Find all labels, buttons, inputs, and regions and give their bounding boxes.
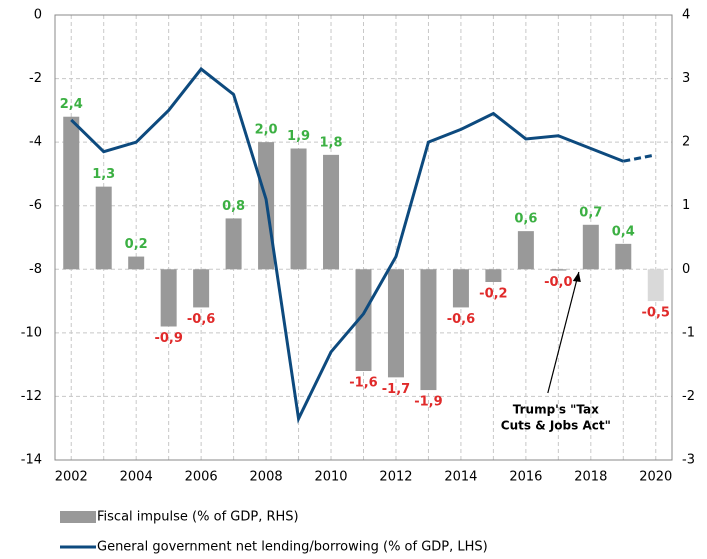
y2-tick-label: 1: [682, 198, 690, 213]
bar: [615, 243, 632, 270]
x-tick-label: 2020: [639, 470, 672, 485]
data-label: -0,0: [544, 275, 572, 290]
x-tick-label: 2004: [120, 470, 153, 485]
bar: [582, 224, 599, 270]
bar: [290, 148, 307, 270]
y2-tick-label: 2: [682, 135, 690, 150]
annotation: Trump's "Tax: [513, 403, 599, 417]
annotation: Cuts & Jobs Act": [501, 419, 611, 433]
legend-label: Fiscal impulse (% of GDP, RHS): [97, 510, 299, 525]
y2-tick-label: 3: [682, 71, 690, 86]
y2-tick-label: -2: [682, 389, 695, 404]
arrow-head: [572, 272, 581, 282]
y-tick-label: -10: [21, 325, 42, 340]
y-tick-label: -8: [29, 262, 42, 277]
bar: [420, 269, 437, 391]
bar: [452, 269, 469, 308]
data-label: 1,8: [320, 135, 343, 150]
x-tick-label: 2016: [509, 470, 542, 485]
bar: [517, 231, 534, 270]
data-label: -1,7: [382, 382, 410, 397]
bar: [95, 186, 112, 270]
y-tick-label: -4: [29, 135, 42, 150]
x-tick-label: 2002: [55, 470, 88, 485]
bar: [355, 269, 372, 371]
data-label: 0,8: [222, 199, 245, 214]
y-tick-label: 0: [34, 8, 42, 23]
x-tick-label: 2018: [574, 470, 607, 485]
bar: [160, 269, 177, 327]
data-label: 1,3: [92, 167, 115, 182]
data-label: 2,4: [60, 97, 83, 112]
y-tick-label: -6: [29, 198, 42, 213]
x-tick-label: 2012: [379, 470, 412, 485]
bar: [387, 269, 404, 378]
bar: [225, 218, 242, 270]
data-label: 0,7: [579, 205, 602, 220]
y2-tick-label: -1: [682, 325, 695, 340]
y2-tick-label: 0: [682, 262, 690, 277]
data-label: -0,6: [447, 312, 475, 327]
bar: [323, 154, 340, 270]
bar: [193, 269, 210, 308]
y2-tick-label: -3: [682, 453, 695, 468]
legend-swatch: [60, 511, 96, 523]
data-label: 0,6: [514, 212, 537, 227]
x-tick-label: 2010: [314, 470, 347, 485]
x-tick-label: 2014: [444, 470, 477, 485]
data-label: -0,5: [642, 306, 670, 321]
y-tick-label: -14: [21, 453, 42, 468]
plot-frame: [54, 14, 673, 461]
bar: [485, 269, 502, 282]
data-label: -0,2: [479, 287, 507, 302]
data-label: -0,9: [154, 331, 182, 346]
data-label: 1,9: [287, 129, 310, 144]
y-tick-label: -12: [21, 389, 42, 404]
data-label: 0,4: [612, 224, 635, 239]
x-tick-label: 2006: [185, 470, 218, 485]
data-label: 0,2: [125, 237, 148, 252]
y2-tick-label: 4: [682, 8, 690, 23]
bar: [550, 269, 567, 271]
data-label: -1,6: [349, 376, 377, 391]
line-forecast: [623, 153, 657, 163]
y-tick-label: -2: [29, 71, 42, 86]
data-label: -0,6: [187, 312, 215, 327]
x-tick-label: 2008: [250, 470, 283, 485]
legend-label: General government net lending/borrowing…: [97, 540, 488, 555]
line: [70, 66, 624, 424]
data-label: -1,9: [414, 395, 442, 410]
data-label: 2,0: [255, 123, 278, 138]
bar: [128, 256, 145, 270]
annotation-arrow: [547, 271, 580, 394]
bar: [647, 269, 664, 302]
bar: [63, 116, 80, 270]
